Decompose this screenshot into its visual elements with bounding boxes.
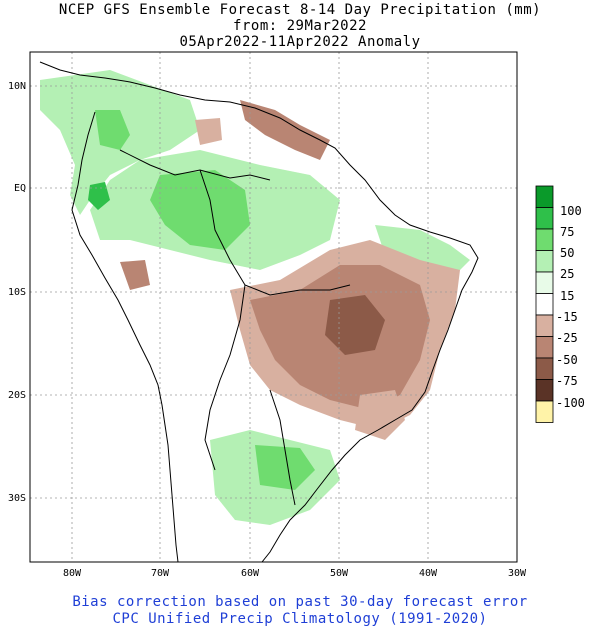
legend-swatch bbox=[535, 271, 554, 294]
legend-label-neg50: -50 bbox=[556, 353, 578, 367]
title-line-3: 05Apr2022-11Apr2022 Anomaly bbox=[179, 34, 421, 50]
legend-label-neg15: -15 bbox=[556, 310, 578, 324]
wet-area-northeast bbox=[375, 225, 470, 275]
lon-label-70w: 70W bbox=[151, 568, 170, 579]
legend-label-100: 100 bbox=[560, 204, 582, 218]
lat-label-eq: EQ bbox=[14, 183, 26, 194]
legend-swatch bbox=[535, 185, 554, 208]
dry-area-coast-north bbox=[240, 100, 330, 160]
lat-label-10s: 10S bbox=[8, 287, 26, 298]
anomaly-field bbox=[40, 70, 470, 525]
footer-line-1: Bias correction based on past 30-day for… bbox=[72, 594, 528, 610]
lat-label-30s: 30S bbox=[8, 493, 26, 504]
lat-label-20s: 20S bbox=[8, 390, 26, 401]
wet-area-ecuador bbox=[88, 182, 110, 210]
longitude-labels: 80W 70W 60W 50W 40W 30W bbox=[63, 568, 527, 579]
legend-swatch bbox=[535, 207, 554, 230]
wet-area-colombia bbox=[95, 110, 130, 150]
dry-area-coast-north-2 bbox=[195, 118, 222, 145]
west-coast bbox=[71, 111, 179, 562]
map-frame bbox=[29, 51, 518, 563]
legend-swatch bbox=[535, 357, 554, 380]
legend-label-neg25: -25 bbox=[556, 331, 578, 345]
legend-swatch bbox=[535, 379, 554, 402]
legend-colorbar bbox=[535, 185, 554, 423]
title-line-1: NCEP GFS Ensemble Forecast 8-14 Day Prec… bbox=[58, 2, 542, 18]
footer-line-2: CPC Unified Precip Climatology (1991-202… bbox=[112, 611, 488, 627]
lon-label-50w: 50W bbox=[330, 568, 349, 579]
latitude-labels: 10N EQ 10S 20S 30S bbox=[8, 81, 26, 504]
map-grid bbox=[30, 52, 517, 562]
border-4 bbox=[269, 389, 296, 506]
lat-label-10n: 10N bbox=[8, 81, 26, 92]
legend-swatch bbox=[535, 336, 554, 359]
legend-labels: 100 75 50 25 15 -15 -25 -50 -75 -100 bbox=[556, 204, 585, 410]
dry-area-central-dark bbox=[325, 295, 385, 355]
legend-swatch bbox=[535, 228, 554, 251]
legend-label-75: 75 bbox=[560, 225, 574, 239]
lon-label-80w: 80W bbox=[63, 568, 82, 579]
legend-label-25: 25 bbox=[560, 267, 574, 281]
legend-swatch bbox=[535, 314, 554, 337]
legend-label-15: 15 bbox=[560, 289, 574, 303]
coastlines-and-borders bbox=[39, 61, 479, 562]
legend-swatch bbox=[535, 250, 554, 273]
coastline bbox=[39, 61, 479, 562]
legend-swatch bbox=[535, 400, 554, 423]
lon-label-30w: 30W bbox=[508, 568, 527, 579]
wet-area-south-core bbox=[255, 445, 315, 490]
legend-label-50: 50 bbox=[560, 246, 574, 260]
lon-label-60w: 60W bbox=[241, 568, 260, 579]
dry-area-southeast bbox=[355, 390, 405, 440]
legend-swatch bbox=[535, 293, 554, 316]
legend-label-neg100: -100 bbox=[556, 396, 585, 410]
lon-label-40w: 40W bbox=[419, 568, 438, 579]
dry-area-west bbox=[120, 260, 150, 290]
legend-label-neg75: -75 bbox=[556, 374, 578, 388]
title-line-2: from: 29Mar2022 bbox=[233, 18, 367, 34]
wet-area-amazon-core bbox=[150, 170, 250, 250]
border-3 bbox=[204, 284, 246, 471]
